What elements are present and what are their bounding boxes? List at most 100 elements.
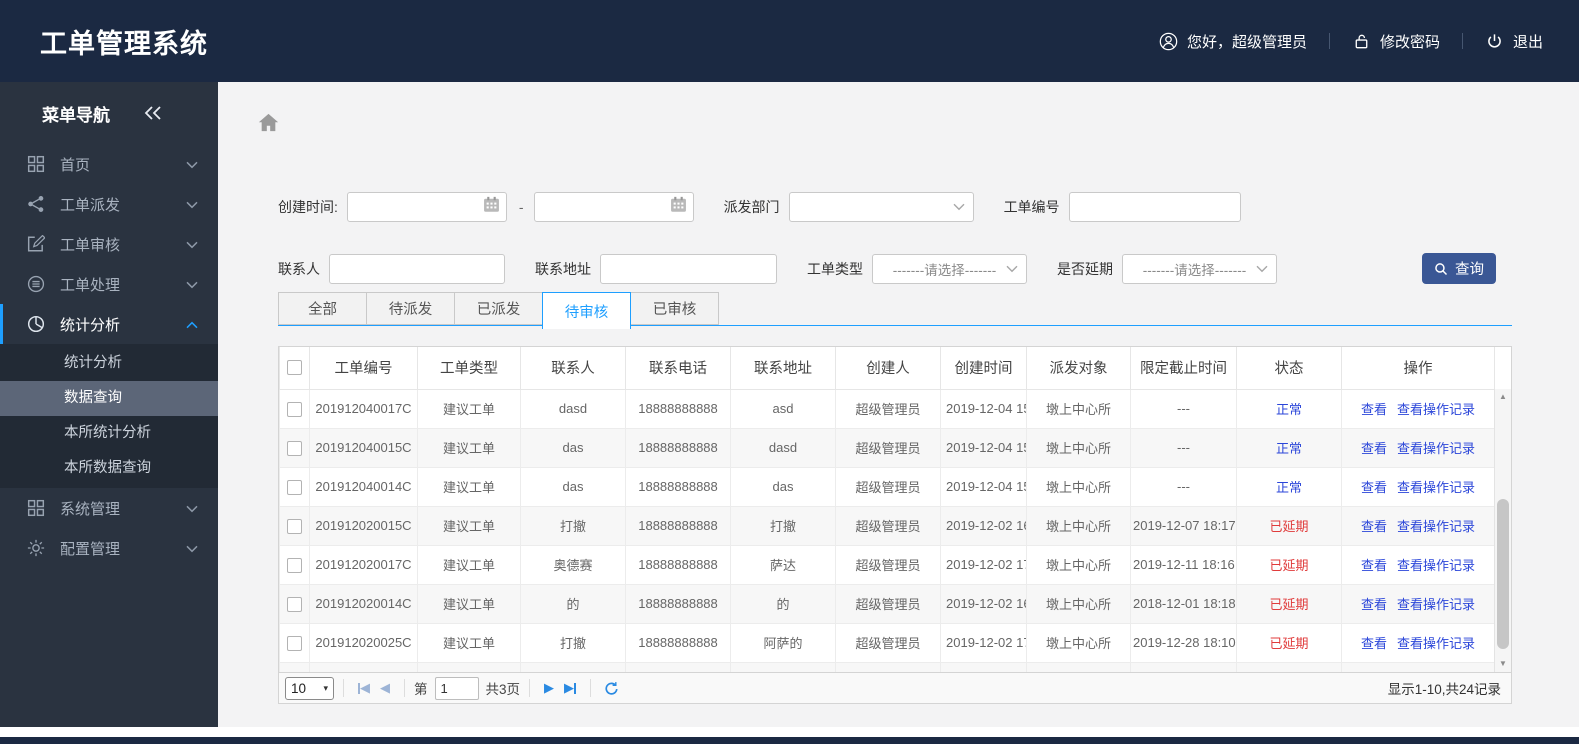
chevron-down-icon <box>953 203 965 211</box>
view-log-link[interactable]: 查看操作记录 <box>1397 558 1476 573</box>
view-link[interactable]: 查看 <box>1360 480 1387 495</box>
tab[interactable]: 待派发 <box>366 292 455 325</box>
row-checkbox[interactable] <box>287 440 302 456</box>
cell-type: 建议工单 <box>417 622 521 663</box>
refresh-icon[interactable] <box>604 681 619 696</box>
create-time-end-input[interactable] <box>533 192 694 222</box>
sidebar-subitem[interactable]: 统计分析 <box>64 355 122 371</box>
view-link[interactable]: 查看 <box>1360 441 1387 456</box>
view-link[interactable]: 查看 <box>1360 558 1387 573</box>
delay-value: -------请选择------- <box>1142 262 1247 278</box>
status-badge: 已延期 <box>1236 505 1342 546</box>
chevdown-icon <box>186 540 198 557</box>
view-log-link[interactable]: 查看操作记录 <box>1397 402 1476 417</box>
share-icon <box>27 195 45 213</box>
last-page-button[interactable]: ▶ <box>564 680 577 695</box>
user-greeting[interactable]: 您好，超级管理员 <box>1159 31 1307 52</box>
pager-divider <box>529 679 531 697</box>
status-badge: 正常 <box>1236 427 1342 468</box>
home-icon[interactable] <box>258 113 279 137</box>
sidebar-item-label: 系统管理 <box>60 500 121 518</box>
sidebar-subitem[interactable]: 数据查询 <box>0 381 218 416</box>
sidebar-item[interactable]: 首页 <box>0 144 218 184</box>
cell-address: 阿萨的 <box>730 622 836 663</box>
cell-order_no: 201912020025C <box>309 622 418 663</box>
first-page-button[interactable]: ◀ <box>358 680 370 695</box>
status-badge: 已延期 <box>1236 583 1342 624</box>
view-link[interactable]: 查看 <box>1360 519 1387 534</box>
view-log-link[interactable]: 查看操作记录 <box>1397 441 1476 456</box>
cell-order_no: 201912040017C <box>309 388 418 429</box>
cell-order_no: 201912040014C <box>309 466 418 507</box>
sidebar-subitem[interactable]: 本所数据查询 <box>64 460 151 476</box>
view-link[interactable]: 查看 <box>1360 597 1387 612</box>
column-header: 操作 <box>1341 347 1495 390</box>
row-checkbox[interactable] <box>287 635 302 651</box>
cell-dispatch_target: 墩上中心所 <box>1026 622 1131 663</box>
sidebar-subitem[interactable]: 本所统计分析 <box>64 425 151 441</box>
cell-type: 建议工单 <box>417 388 521 429</box>
select-all-checkbox[interactable] <box>287 360 302 376</box>
create-time-label: 创建时间: <box>278 199 338 215</box>
sidebar-item[interactable]: 系统管理 <box>0 488 218 528</box>
sidebar-item[interactable]: 工单审核 <box>0 224 218 264</box>
view-log-link[interactable]: 查看操作记录 <box>1397 597 1476 612</box>
cell-contact: 奥德赛 <box>520 544 626 585</box>
view-link[interactable]: 查看 <box>1360 636 1387 651</box>
sidebar-item-label: 工单处理 <box>60 276 121 294</box>
header-divider <box>1461 33 1463 49</box>
sidebar-title: 菜单导航 <box>0 82 218 144</box>
next-page-button[interactable]: ▶ <box>544 680 555 695</box>
create-time-start-input[interactable] <box>346 192 507 222</box>
tab[interactable]: 已派发 <box>454 292 543 325</box>
tab[interactable]: 全部 <box>278 292 367 325</box>
sidebar-item[interactable]: 配置管理 <box>0 528 218 568</box>
row-checkbox[interactable] <box>287 557 302 573</box>
address-input[interactable] <box>600 253 777 284</box>
search-button[interactable]: 查询 <box>1422 253 1496 284</box>
table-scrollbar[interactable]: ▲ ▼ <box>1494 389 1511 672</box>
column-header: 限定截止时间 <box>1130 347 1237 390</box>
page-size-select[interactable]: 10 ▾ <box>285 676 334 700</box>
scroll-up-icon[interactable]: ▲ <box>1499 392 1507 401</box>
sidebar-item[interactable]: 工单处理 <box>0 264 218 304</box>
prev-page-button[interactable]: ◀ <box>380 680 390 695</box>
cell-phone: 18888888888 <box>625 544 731 585</box>
row-checkbox[interactable] <box>287 596 302 612</box>
calendar-icon[interactable] <box>670 196 687 218</box>
view-log-link[interactable]: 查看操作记录 <box>1397 480 1476 495</box>
contact-label: 联系人 <box>278 260 320 277</box>
contact-input[interactable] <box>329 253 505 284</box>
cell-create_time: 2019-12-02 17 <box>940 544 1027 585</box>
cell-contact: dasd <box>520 388 626 429</box>
sidebar-item[interactable]: 工单派发 <box>0 184 218 224</box>
header-divider <box>1328 33 1330 49</box>
cell-contact: 打撤 <box>520 505 626 546</box>
row-checkbox[interactable] <box>287 401 302 417</box>
row-checkbox[interactable] <box>287 518 302 534</box>
cell-order_no: 201912040015C <box>309 427 418 468</box>
page-number-input[interactable] <box>434 676 479 700</box>
collapse-sidebar-icon[interactable] <box>144 106 162 120</box>
view-log-link[interactable]: 查看操作记录 <box>1397 636 1476 651</box>
calendar-icon[interactable] <box>483 196 500 218</box>
sidebar-item[interactable]: 统计分析 <box>0 304 218 344</box>
search-icon <box>1435 262 1448 275</box>
change-password-button[interactable]: 修改密码 <box>1352 31 1440 52</box>
scrollbar-thumb[interactable] <box>1497 499 1509 649</box>
row-checkbox[interactable] <box>287 479 302 495</box>
db-icon <box>27 275 45 293</box>
dispatch-dept-select[interactable] <box>788 192 974 222</box>
tab[interactable]: 待审核 <box>542 292 631 329</box>
order-no-input[interactable] <box>1068 192 1241 222</box>
logout-button[interactable]: 退出 <box>1485 31 1543 52</box>
tab[interactable]: 已审核 <box>630 292 719 325</box>
view-log-link[interactable]: 查看操作记录 <box>1397 519 1476 534</box>
nav-title-text: 菜单导航 <box>42 105 110 125</box>
view-link[interactable]: 查看 <box>1360 402 1387 417</box>
chevdown-icon <box>186 156 198 173</box>
order-type-select[interactable]: -------请选择------- <box>872 253 1027 284</box>
delay-select[interactable]: -------请选择------- <box>1122 253 1277 284</box>
column-header: 联系电话 <box>625 347 731 390</box>
scroll-down-icon[interactable]: ▼ <box>1499 659 1507 668</box>
